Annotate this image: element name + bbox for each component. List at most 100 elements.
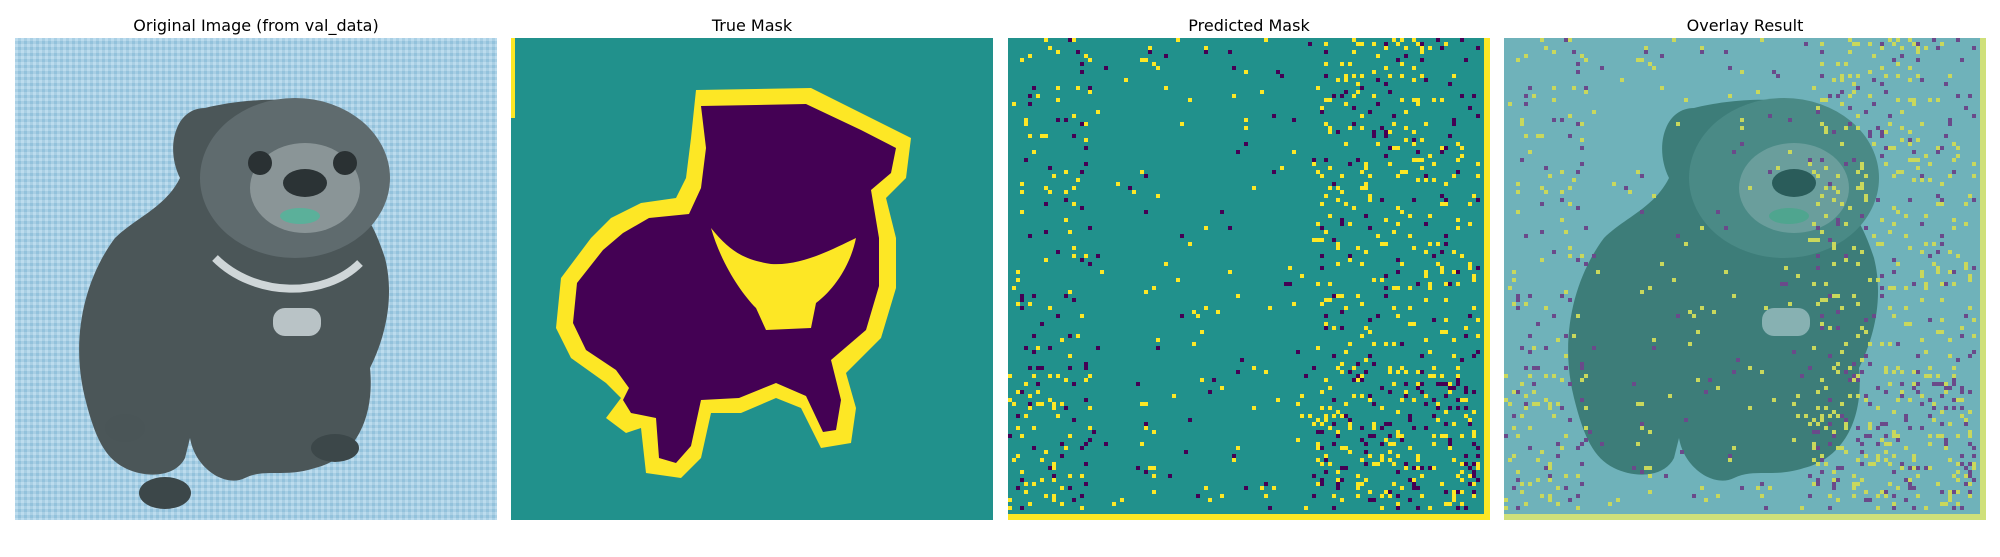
noise-pixel [1820,414,1824,418]
noise-pixel [1316,418,1320,422]
noise-pixel [1812,458,1816,462]
noise-pixel [1140,170,1144,174]
noise-pixel [1956,38,1960,42]
noise-pixel [1880,154,1884,158]
noise-pixel [1952,158,1956,162]
noise-pixel [1424,270,1428,274]
noise-pixel [1328,166,1332,170]
noise-pixel [1820,158,1824,162]
noise-pixel [1584,438,1588,442]
noise-pixel [1384,242,1388,246]
noise-pixel [1968,482,1972,486]
noise-pixel [1020,190,1024,194]
noise-pixel [1324,314,1328,318]
noise-pixel [1580,138,1584,142]
noise-pixel [1816,226,1820,230]
noise-pixel [1192,310,1196,314]
noise-pixel [1644,50,1648,54]
noise-pixel [1428,46,1432,50]
noise-pixel [1832,366,1836,370]
noise-pixel [1972,350,1976,354]
noise-pixel [1892,506,1896,510]
noise-pixel [1152,430,1156,434]
noise-pixel [1396,206,1400,210]
noise-pixel [1896,342,1900,346]
noise-pixel [1556,442,1560,446]
noise-pixel [1476,334,1480,338]
noise-pixel [1872,314,1876,318]
noise-pixel [1872,102,1876,106]
noise-pixel [1876,506,1880,510]
noise-pixel [1512,390,1516,394]
noise-pixel [1892,434,1896,438]
noise-pixel [1372,278,1376,282]
noise-pixel [1372,130,1376,134]
noise-pixel [1540,134,1544,138]
noise-pixel [1084,398,1088,402]
noise-pixel [1860,370,1864,374]
noise-pixel [1856,482,1860,486]
noise-pixel [1472,410,1476,414]
noise-pixel [1792,350,1796,354]
noise-pixel [1856,394,1860,398]
noise-pixel [1540,230,1544,234]
noise-pixel [1900,46,1904,50]
noise-pixel [1952,382,1956,386]
noise-pixel [1608,502,1612,506]
noise-pixel [1024,490,1028,494]
noise-pixel [1892,454,1896,458]
noise-pixel [1436,418,1440,422]
noise-pixel [1312,422,1316,426]
noise-pixel [1392,38,1396,42]
noise-pixel [1036,390,1040,394]
noise-pixel [1812,442,1816,446]
noise-pixel [1840,78,1844,82]
noise-pixel [1412,98,1416,102]
noise-pixel [1052,466,1056,470]
noise-pixel [1452,498,1456,502]
noise-pixel [1852,362,1856,366]
noise-pixel [1080,62,1084,66]
noise-pixel [1356,294,1360,298]
noise-pixel [1384,154,1388,158]
noise-pixel [1912,486,1916,490]
noise-pixel [1924,286,1928,290]
noise-pixel [1640,422,1644,426]
noise-pixel [1956,502,1960,506]
noise-pixel [1144,426,1148,430]
noise-pixel [1948,338,1952,342]
noise-pixel [1316,442,1320,446]
noise-pixel [1084,146,1088,150]
noise-pixel [1228,270,1232,274]
noise-pixel [1464,398,1468,402]
noise-pixel [1456,506,1460,510]
noise-pixel [1568,134,1572,138]
noise-pixel [1552,86,1556,90]
noise-pixel [1052,478,1056,482]
noise-pixel [1360,458,1364,462]
noise-pixel [1816,422,1820,426]
noise-pixel [1044,494,1048,498]
noise-pixel [1820,298,1824,302]
noise-pixel [1548,494,1552,498]
noise-pixel [1520,346,1524,350]
noise-pixel [1920,122,1924,126]
noise-pixel [1040,458,1044,462]
noise-pixel [1940,282,1944,286]
noise-pixel [1372,422,1376,426]
noise-pixel [1396,370,1400,374]
noise-pixel [1512,302,1516,306]
noise-pixel [1392,342,1396,346]
noise-pixel [1032,446,1036,450]
noise-pixel [1964,466,1968,470]
noise-pixel [1852,378,1856,382]
noise-pixel [1232,458,1236,462]
noise-pixel [1532,390,1536,394]
noise-pixel [1820,122,1824,126]
noise-pixel [1868,42,1872,46]
noise-pixel [1316,282,1320,286]
noise-pixel [1320,422,1324,426]
noise-pixel [1504,498,1508,502]
noise-pixel [1864,354,1868,358]
noise-pixel [1324,122,1328,126]
